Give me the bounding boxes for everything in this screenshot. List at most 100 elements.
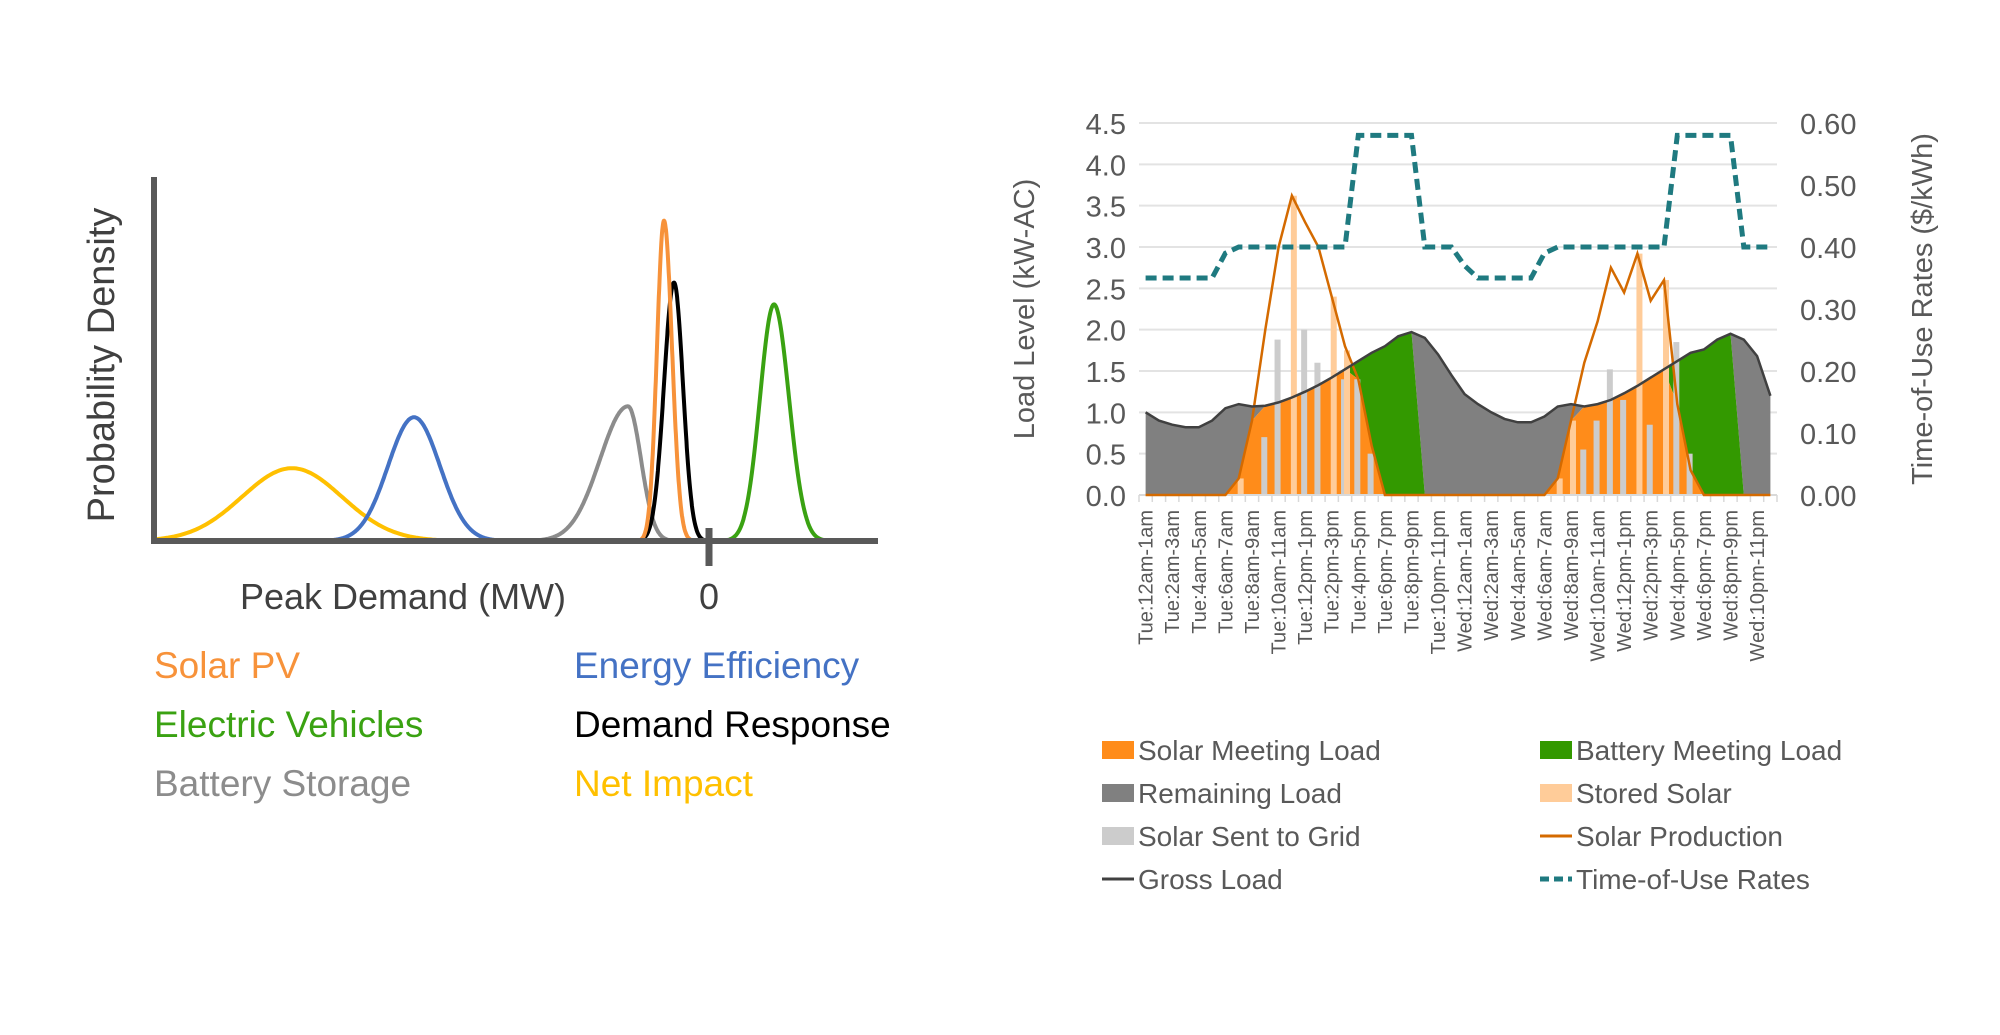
- y-axis-title: Load Level (kW-AC): [1009, 179, 1041, 440]
- x-tick-label: Tue:4am-5am: [1189, 510, 1211, 634]
- x-tick-label: Wed:4pm-5pm: [1667, 510, 1689, 641]
- y-tick-label: 0.0: [1086, 481, 1126, 513]
- solar-sent-to-grid-bar: [1606, 369, 1613, 495]
- legend-swatch: [1102, 784, 1134, 802]
- legend-item-solar-sent-to-grid: Solar Sent to Grid: [1102, 821, 1361, 852]
- legend-swatch: [1102, 827, 1134, 845]
- solar-sent-to-grid-bar: [1593, 420, 1600, 495]
- legend-label: Remaining Load: [1138, 778, 1342, 809]
- time-of-use-rates-line: [1145, 132, 1771, 281]
- y2-tick-label: 0.40: [1800, 233, 1856, 265]
- legend-label: Time-of-Use Rates: [1576, 864, 1810, 895]
- x-tick-label: Tue:10pm-11pm: [1428, 510, 1450, 655]
- y2-axis-title: Time-of-Use Rates ($/kWh): [1907, 133, 1939, 485]
- solar-sent-to-grid-bar: [1646, 424, 1653, 495]
- zero-tick-label: 0: [699, 576, 719, 617]
- solar-sent-to-grid-bar: [1673, 342, 1680, 495]
- solar-sent-to-grid-bar: [1620, 399, 1627, 495]
- x-tick-label: Tue:12pm-1pm: [1295, 510, 1317, 645]
- y-tick-label: 1.5: [1086, 357, 1126, 389]
- y-axis-title: Probability Density: [81, 208, 123, 523]
- y-tick-label: 4.0: [1086, 150, 1126, 182]
- legend-label: Battery Meeting Load: [1576, 735, 1842, 766]
- legend-label: Solar Sent to Grid: [1138, 821, 1361, 852]
- solar-sent-to-grid-bar: [1686, 453, 1693, 495]
- y-tick-label: 2.0: [1086, 316, 1126, 348]
- legend-item-solar-pv: Solar PV: [154, 645, 300, 686]
- y-tick-label: 2.5: [1086, 274, 1126, 306]
- legend-label: Stored Solar: [1576, 778, 1732, 809]
- load-profile-chart: 0.0 0.5 1.0 1.5 2.0 2.5 3.0 3.5 4.0 4.5 0.00 0.10 0.…: [1009, 109, 1939, 895]
- y-tick-label: 3.0: [1086, 233, 1126, 265]
- y-tick-label: 4.5: [1086, 109, 1126, 141]
- x-tick-label: Tue:8pm-9pm: [1401, 510, 1423, 634]
- x-tick-label: Wed:2pm-3pm: [1641, 510, 1663, 641]
- stored-solar-bar: [1330, 296, 1337, 495]
- solar-sent-to-grid-bar: [1367, 453, 1374, 495]
- density-curve-electric-vehicles: [726, 302, 825, 542]
- density-curve-net-impact: [152, 466, 458, 543]
- y2-tick-label: 0.20: [1800, 357, 1856, 389]
- remaining-load-area: [1145, 332, 1771, 495]
- legend-item-remaining-load: Remaining Load: [1102, 778, 1342, 809]
- x-tick-label: Wed:12am-1am: [1455, 510, 1477, 652]
- x-tick-label: Wed:6am-7am: [1534, 510, 1556, 641]
- x-tick-label: Wed:2am-3am: [1481, 510, 1503, 641]
- density-curve-solar-pv: [639, 218, 693, 542]
- x-axis-title: Peak Demand (MW): [240, 576, 566, 617]
- x-tick-label: Tue:6am-7am: [1215, 510, 1237, 634]
- x-tick-label: Wed:10am-11am: [1588, 510, 1610, 662]
- solar-sent-to-grid-bar: [1261, 437, 1268, 495]
- stored-solar-bar: [1636, 253, 1643, 495]
- y2-tick-label: 0.00: [1800, 481, 1856, 513]
- stored-solar-bar: [1344, 350, 1351, 495]
- legend-item-solar-meeting-load: Solar Meeting Load: [1102, 735, 1381, 766]
- x-tick-label: Tue:6pm-7pm: [1375, 510, 1397, 634]
- probability-density-chart: 0 Peak Demand (MW) Probability Density Sola…: [81, 177, 891, 804]
- density-curve-demand-response: [639, 280, 706, 542]
- x-tick-label: Wed:4am-5am: [1508, 510, 1530, 641]
- stored-solar-bar: [1663, 280, 1670, 495]
- y2-tick-label: 0.50: [1800, 171, 1856, 203]
- solar-sent-to-grid-bar: [1580, 449, 1587, 495]
- legend-item-solar-production: Solar Production: [1540, 821, 1783, 852]
- y-tick-label: 1.0: [1086, 398, 1126, 430]
- y2-tick-label: 0.60: [1800, 109, 1856, 141]
- x-tick-label: Wed:10pm-11pm: [1747, 510, 1769, 662]
- y-tick-label: 3.5: [1086, 192, 1126, 224]
- solar-sent-to-grid-bar: [1354, 379, 1361, 495]
- stored-solar-bar: [1569, 420, 1576, 495]
- legend-label: Solar Meeting Load: [1138, 735, 1381, 766]
- legend-item-energy-efficiency: Energy Efficiency: [574, 645, 860, 686]
- solar-sent-to-grid-bar: [1274, 339, 1281, 495]
- legend-item-electric-vehicles: Electric Vehicles: [154, 704, 423, 745]
- legend-item-demand-response: Demand Response: [574, 704, 891, 745]
- solar-sent-to-grid-bar: [1301, 329, 1308, 495]
- legend-item-net-impact: Net Impact: [574, 763, 754, 804]
- y2-tick-label: 0.30: [1800, 295, 1856, 327]
- gross-load-line: [1144, 330, 1772, 429]
- legend-swatch: [1102, 741, 1134, 759]
- legend-label: Solar Production: [1576, 821, 1783, 852]
- legend-swatch: [1540, 784, 1572, 802]
- legend-item-time-of-use-rates: Time-of-Use Rates: [1540, 864, 1810, 895]
- x-tick-label: Tue:4pm-5pm: [1348, 510, 1370, 634]
- x-tick-label: Wed:12pm-1pm: [1614, 510, 1636, 652]
- x-tick-label: Tue:8am-9am: [1242, 510, 1264, 634]
- legend-label: Gross Load: [1138, 864, 1283, 895]
- legend-item-stored-solar: Stored Solar: [1540, 778, 1732, 809]
- y2-tick-label: 0.10: [1800, 419, 1856, 451]
- legend-item-battery-meeting-load: Battery Meeting Load: [1540, 735, 1842, 766]
- stored-solar-bar: [1290, 195, 1297, 495]
- y-tick-label: 0.5: [1086, 440, 1126, 472]
- stored-solar-bar: [1556, 478, 1563, 495]
- legend-swatch: [1540, 741, 1572, 759]
- x-tick-label: Wed:6pm-7pm: [1694, 510, 1716, 641]
- stored-solar-bar: [1237, 478, 1244, 495]
- x-tick-label: Tue:2pm-3pm: [1322, 510, 1344, 634]
- x-tick-label: Tue:10am-11am: [1269, 510, 1291, 655]
- x-tick-label: Tue:12am-1am: [1136, 510, 1158, 645]
- x-tick-label: Tue:2am-3am: [1162, 510, 1184, 634]
- density-curve-energy-efficiency: [327, 415, 501, 543]
